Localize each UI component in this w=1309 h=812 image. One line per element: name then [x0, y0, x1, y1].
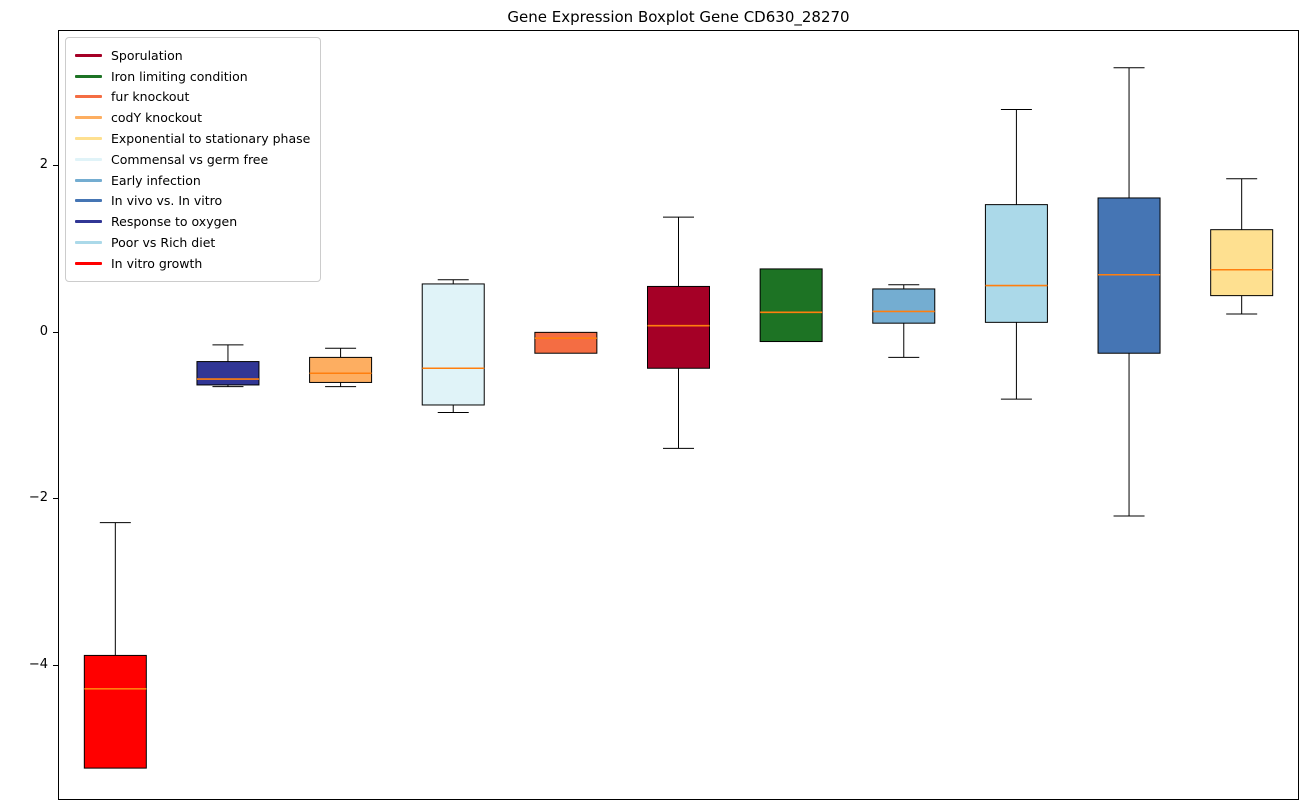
legend-swatch: [75, 95, 102, 99]
legend-label: Response to oxygen: [111, 214, 238, 230]
legend-swatch: [75, 199, 102, 203]
legend-swatch: [75, 220, 102, 224]
legend-item-poor-vs-rich-diet: Poor vs Rich diet: [75, 232, 310, 253]
legend-label: Commensal vs germ free: [111, 151, 269, 167]
legend-label: Poor vs Rich diet: [111, 235, 216, 251]
box-rect: [196, 361, 260, 386]
legend-item-response-to-oxygen: Response to oxygen: [75, 211, 310, 232]
legend-label: Early infection: [111, 172, 201, 188]
legend-item-iron-limiting-condition: Iron limiting condition: [75, 66, 310, 87]
y-tick-mark: [53, 498, 58, 500]
legend-label: fur knockout: [111, 89, 190, 105]
legend-item-early-infection: Early infection: [75, 170, 310, 191]
legend-swatch: [75, 178, 102, 182]
box-rect: [1210, 229, 1274, 297]
legend-label: Iron limiting condition: [111, 68, 248, 84]
boxplot-fur-knockout: [534, 331, 598, 354]
box-rect: [1097, 197, 1161, 354]
legend-label: Sporulation: [111, 47, 183, 63]
legend: Sporulation Iron limiting condition fur kn…: [65, 37, 322, 282]
y-tick-label: 2: [39, 156, 48, 172]
boxplot-in-vitro-growth: [83, 522, 147, 769]
legend-swatch: [75, 241, 102, 245]
chart-title: Gene Expression Boxplot Gene CD630_28270: [507, 8, 850, 26]
legend-label: Exponential to stationary phase: [111, 131, 311, 147]
boxplot-response-to-oxygen: [196, 344, 260, 388]
legend-swatch: [75, 116, 102, 120]
boxplot-sporulation: [647, 216, 710, 449]
box-rect: [647, 285, 710, 369]
boxplot-poor-vs-rich-diet: [984, 108, 1048, 400]
box-rect: [872, 288, 936, 324]
boxplot-iron-limiting-condition: [759, 268, 823, 343]
boxplot-early-infection: [872, 284, 936, 358]
legend-item-sporulation: Sporulation: [75, 45, 310, 66]
legend-swatch: [75, 261, 102, 265]
plot-area: Sporulation Iron limiting condition fur kn…: [58, 30, 1299, 800]
y-tick-mark: [53, 164, 58, 166]
legend-swatch: [75, 74, 102, 78]
box-rect: [309, 356, 373, 383]
legend-swatch: [75, 137, 102, 141]
box-rect: [984, 204, 1048, 323]
y-tick-mark: [53, 331, 58, 333]
box-rect: [759, 268, 823, 343]
legend-label: codY knockout: [111, 110, 203, 126]
box-rect: [421, 283, 485, 406]
legend-item-in-vivo-vs-in-vitro: In vivo vs. In vitro: [75, 191, 310, 212]
box-rect: [534, 331, 598, 354]
boxplot-exponential-to-stationary-phase: [1210, 178, 1274, 315]
box-rect: [83, 654, 147, 769]
legend-swatch: [75, 53, 102, 57]
boxplot-commensal-vs-germ-free: [421, 279, 485, 413]
legend-label: In vivo vs. In vitro: [111, 193, 223, 209]
y-tick-label: 0: [39, 323, 48, 339]
legend-item-cody-knockout: codY knockout: [75, 107, 310, 128]
legend-item-fur-knockout: fur knockout: [75, 87, 310, 108]
y-tick-label: −4: [28, 657, 48, 673]
y-tick-mark: [53, 665, 58, 667]
legend-item-exponential-to-stationary-phase: Exponential to stationary phase: [75, 128, 310, 149]
boxplot-cody-knockout: [309, 347, 373, 388]
legend-swatch: [75, 157, 102, 161]
legend-item-in-vitro-growth: In vitro growth: [75, 253, 310, 274]
legend-item-commensal-vs-germ-free: Commensal vs germ free: [75, 149, 310, 170]
boxplot-canvas: [83, 67, 1274, 769]
legend-label: In vitro growth: [111, 255, 203, 271]
boxplot-in-vivo-vs-in-vitro: [1097, 67, 1161, 517]
y-tick-label: −2: [28, 490, 48, 506]
